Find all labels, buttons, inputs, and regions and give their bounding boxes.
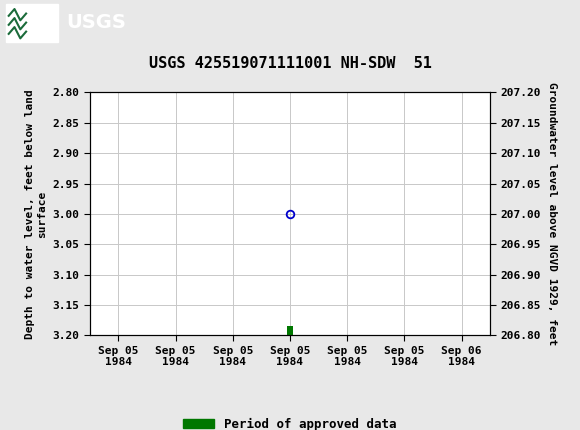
Text: USGS: USGS: [67, 13, 126, 32]
Y-axis label: Depth to water level, feet below land
surface: Depth to water level, feet below land su…: [26, 89, 47, 339]
Bar: [287, 326, 293, 335]
Text: USGS 425519071111001 NH-SDW  51: USGS 425519071111001 NH-SDW 51: [148, 56, 432, 71]
Y-axis label: Groundwater level above NGVD 1929, feet: Groundwater level above NGVD 1929, feet: [546, 82, 557, 346]
Bar: [6, 3, 58, 42]
Legend: Period of approved data: Period of approved data: [178, 413, 402, 430]
